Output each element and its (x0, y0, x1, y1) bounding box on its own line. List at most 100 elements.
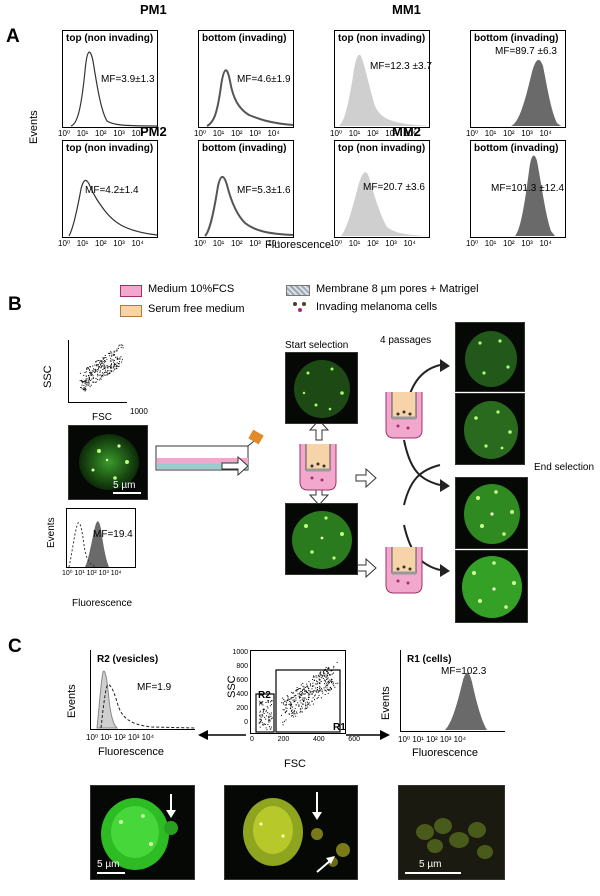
scatter-dot (316, 689, 318, 691)
hist-c-right-title: R1 (cells) (407, 654, 452, 665)
scatter-dot (317, 687, 318, 688)
scatter-dot (99, 370, 101, 372)
scatter-dot (116, 356, 118, 358)
scatter-dot (291, 710, 293, 712)
histogram-title: bottom (invading) (202, 33, 287, 44)
scatter-dot (300, 696, 302, 698)
scatter-dot (81, 388, 83, 390)
scatter-dot (89, 373, 91, 375)
header-mm1: MM1 (392, 2, 421, 17)
scatter-dot (297, 689, 298, 691)
scatter-dot (300, 691, 302, 693)
scatter-dot (101, 376, 103, 378)
scatter-dot (116, 350, 118, 352)
legend-membrane-swatch (286, 285, 310, 296)
scatter-dot (83, 385, 85, 387)
scatter-dot (289, 704, 291, 706)
scatter-dot (100, 361, 102, 363)
scatter-dot (317, 690, 319, 692)
scatter-dot (97, 373, 99, 375)
scatter-dot (101, 375, 103, 377)
scatter-c-x-ticks: 0 200 400 600 (250, 736, 360, 743)
scatter-dot (99, 360, 101, 362)
scatter-dot (109, 360, 111, 362)
scatter-dot (290, 705, 292, 707)
scatter-dot (83, 388, 84, 390)
scatter-dot (289, 701, 291, 703)
scatter-dot (284, 720, 285, 722)
scatter-dot (261, 702, 263, 704)
scatter-dot (291, 704, 293, 705)
scatter-dot (332, 683, 334, 685)
scatter-dot (308, 702, 310, 704)
scatter-dot (89, 371, 91, 373)
scatter-dot (85, 386, 87, 388)
scatter-dot (111, 364, 112, 366)
scatter-dot (298, 695, 300, 697)
scatter-dot (113, 351, 115, 353)
scatter-dot (302, 699, 304, 701)
scatter-dot (108, 373, 110, 375)
scatter-dot (302, 689, 303, 691)
scatter-dot (326, 674, 328, 676)
scatter-dot (96, 360, 98, 362)
scatter-dot (319, 672, 321, 673)
scatter-dot (330, 670, 332, 672)
scatter-dot (324, 672, 326, 674)
scatter-dot (262, 701, 264, 703)
scatter-dot (83, 389, 85, 391)
scatter-dot (85, 389, 87, 391)
scatter-dot (293, 713, 295, 715)
scatter-dot (110, 357, 112, 359)
scatter-dot (285, 700, 287, 702)
scatter-dot (90, 384, 92, 386)
scatter-dot (268, 721, 270, 723)
scatter-dot (84, 383, 86, 385)
histogram-curve (206, 69, 294, 127)
scatter-dot (301, 705, 303, 707)
histogram-mm2-bottom: bottom (invading) MF=101.3 ±12.4 (470, 140, 566, 238)
scatter-dot (282, 709, 284, 711)
hist-c-left-curves (96, 670, 196, 729)
mf-value: MF=4.6±1.9 (237, 74, 291, 85)
micrograph-start-cell: 5 µm (68, 425, 148, 500)
scatter-dot (86, 378, 88, 380)
scatter-dot (284, 704, 286, 706)
scatter-dot (101, 372, 103, 374)
scatter-dot (308, 690, 310, 692)
scatter-dot (328, 681, 330, 683)
scatter-plot-c (250, 650, 346, 734)
scatter-dot (304, 691, 306, 693)
scatter-dot (325, 690, 327, 692)
scatter-dot (305, 704, 307, 706)
scatter-dot (111, 354, 113, 356)
scatter-dot (282, 724, 284, 726)
scatter-dot (101, 360, 102, 362)
scatter-dot (324, 686, 326, 688)
scatter-dot (285, 719, 287, 721)
scatter-dot (116, 358, 118, 360)
scatter-dot (330, 686, 332, 688)
scatter-dot (119, 358, 121, 360)
scatter-dot (310, 691, 312, 693)
scatter-dot (290, 697, 292, 699)
scatter-dot (320, 697, 322, 699)
scatter-gates (255, 669, 341, 733)
scatter-dot (320, 671, 322, 673)
scatter-dot (269, 726, 270, 728)
scatter-dot (316, 681, 318, 683)
scatter-dot (307, 685, 309, 687)
scatter-dot (285, 704, 287, 706)
scatter-dot (298, 705, 300, 707)
hist-b-ticks: 10⁰ 10¹ 10² 10³ 10⁴ (62, 570, 122, 577)
scatter-dot (281, 702, 283, 704)
scatter-dot (313, 690, 315, 692)
scatter-dot (295, 699, 297, 701)
scatter-dot (260, 716, 262, 718)
scatter-dot (306, 690, 307, 692)
scatter-dot (308, 688, 310, 690)
scatter-dot (300, 688, 302, 690)
scatter-dot (327, 667, 329, 669)
legend-cells-label: Invading melanoma cells (316, 301, 438, 313)
hist-c-right-x-label: Fluorescence (412, 747, 479, 759)
